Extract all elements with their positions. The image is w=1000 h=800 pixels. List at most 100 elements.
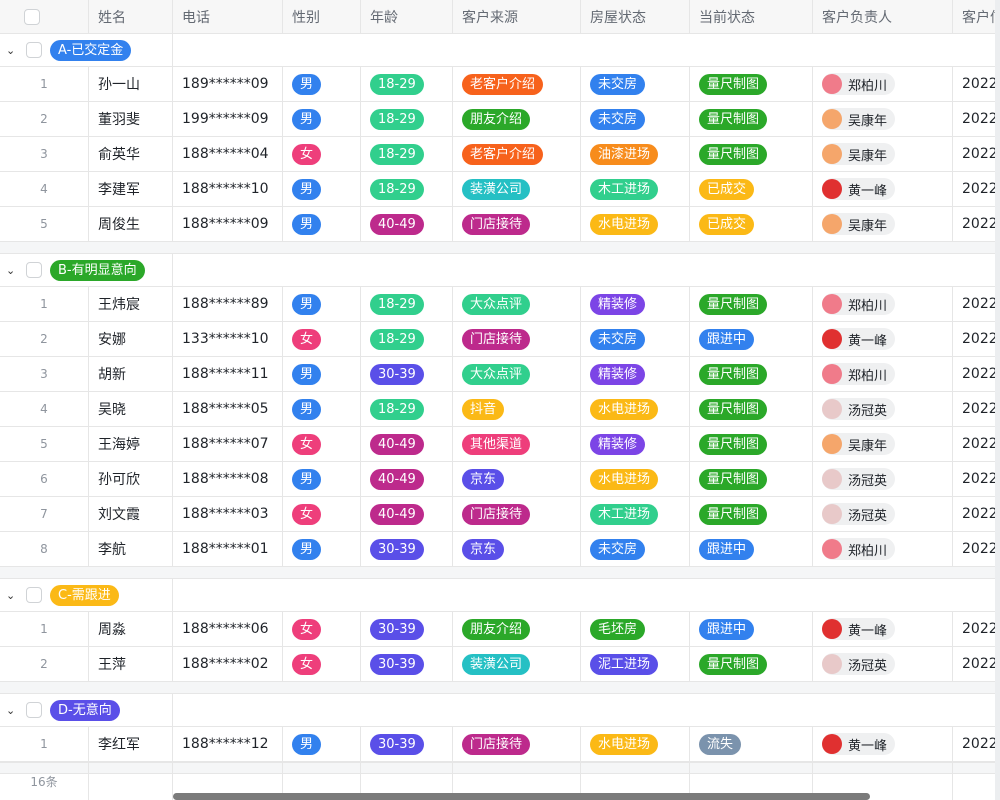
date-cell[interactable]: 2022 <box>962 181 998 197</box>
owner-chip[interactable]: 汤冠英 <box>822 398 896 420</box>
owner-chip[interactable]: 郑柏川 <box>822 293 896 315</box>
name-cell[interactable]: 孙可欣 <box>98 472 140 488</box>
vertical-scrollbar[interactable] <box>995 0 1000 800</box>
table-row[interactable]: 4 李建军 188******10 男 18-29 装潢公司 木工进场 已成交 黄一峰 2022 <box>0 172 1000 207</box>
col-header-phone[interactable]: 电话 <box>173 0 283 33</box>
name-cell[interactable]: 吴晓 <box>98 402 126 418</box>
name-cell[interactable]: 李建军 <box>98 182 140 198</box>
date-cell[interactable]: 2022 <box>962 656 998 672</box>
owner-chip[interactable]: 郑柏川 <box>822 73 896 95</box>
table-row[interactable]: 3 俞英华 188******04 女 18-29 老客户介绍 油漆进场 量尺制图 吴康年 202… <box>0 137 1000 172</box>
owner-chip[interactable]: 汤冠英 <box>822 468 896 490</box>
date-cell[interactable]: 2022 <box>962 111 998 127</box>
table-row[interactable]: 2 董羽斐 199******09 男 18-29 朋友介绍 未交房 量尺制图 吴康年 2022 <box>0 102 1000 137</box>
date-cell[interactable]: 2022 <box>962 436 998 452</box>
table-row[interactable]: 5 王海婷 188******07 女 40-49 其他渠道 精装修 量尺制图 吴康年 2022 <box>0 427 1000 462</box>
name-cell[interactable]: 胡新 <box>98 367 126 383</box>
phone-cell[interactable]: 188******01 <box>182 541 269 557</box>
name-cell[interactable]: 周淼 <box>98 622 126 638</box>
date-cell[interactable]: 2022 <box>962 736 998 752</box>
owner-chip[interactable]: 郑柏川 <box>822 363 896 385</box>
col-header-source[interactable]: 客户来源 <box>453 0 581 33</box>
col-header-gender[interactable]: 性别 <box>283 0 361 33</box>
horizontal-scrollbar[interactable] <box>173 793 870 800</box>
phone-cell[interactable]: 188******03 <box>182 506 269 522</box>
table-row[interactable]: 1 李红军 188******12 男 30-39 门店接待 水电进场 流失 黄一峰 2022 <box>0 727 1000 762</box>
phone-cell[interactable]: 188******89 <box>182 296 269 312</box>
col-header-name[interactable]: 姓名 <box>89 0 173 33</box>
chevron-down-icon[interactable]: ⌄ <box>6 43 16 57</box>
owner-chip[interactable]: 黄一峰 <box>822 328 896 350</box>
owner-chip[interactable]: 吴康年 <box>822 433 896 455</box>
group-checkbox[interactable] <box>26 262 42 278</box>
date-cell[interactable]: 2022 <box>962 541 998 557</box>
col-header-age[interactable]: 年龄 <box>361 0 453 33</box>
owner-chip[interactable]: 吴康年 <box>822 108 896 130</box>
owner-chip[interactable]: 黄一峰 <box>822 618 896 640</box>
chevron-down-icon[interactable]: ⌄ <box>6 703 16 717</box>
name-cell[interactable]: 李航 <box>98 542 126 558</box>
table-row[interactable]: 4 吴晓 188******05 男 18-29 抖音 水电进场 量尺制图 汤冠英 2022 <box>0 392 1000 427</box>
phone-cell[interactable]: 188******09 <box>182 216 269 232</box>
name-cell[interactable]: 王炜宸 <box>98 297 140 313</box>
name-cell[interactable]: 李红军 <box>98 737 140 753</box>
date-cell[interactable]: 2022 <box>962 146 998 162</box>
phone-cell[interactable]: 188******06 <box>182 621 269 637</box>
date-cell[interactable]: 2022 <box>962 296 998 312</box>
date-cell[interactable]: 2022 <box>962 216 998 232</box>
phone-cell[interactable]: 133******10 <box>182 331 269 347</box>
date-cell[interactable]: 2022 <box>962 506 998 522</box>
table-row[interactable]: 3 胡新 188******11 男 30-39 大众点评 精装修 量尺制图 郑柏川 2022 <box>0 357 1000 392</box>
name-cell[interactable]: 刘文霞 <box>98 507 140 523</box>
name-cell[interactable]: 孙一山 <box>98 77 140 93</box>
date-cell[interactable]: 2022 <box>962 331 998 347</box>
col-header-owner[interactable]: 客户负责人 <box>813 0 953 33</box>
phone-cell[interactable]: 188******12 <box>182 736 269 752</box>
date-cell[interactable]: 2022 <box>962 401 998 417</box>
date-cell[interactable]: 2022 <box>962 366 998 382</box>
table-row[interactable]: 7 刘文霞 188******03 女 40-49 门店接待 木工进场 量尺制图 汤冠英 2022 <box>0 497 1000 532</box>
owner-chip[interactable]: 郑柏川 <box>822 538 896 560</box>
select-all-checkbox[interactable] <box>24 8 40 25</box>
chevron-down-icon[interactable]: ⌄ <box>6 588 16 602</box>
phone-cell[interactable]: 188******11 <box>182 366 269 382</box>
owner-chip[interactable]: 吴康年 <box>822 143 896 165</box>
date-cell[interactable]: 2022 <box>962 621 998 637</box>
name-cell[interactable]: 王萍 <box>98 657 126 673</box>
table-row[interactable]: 2 安娜 133******10 女 18-29 门店接待 未交房 跟进中 黄一峰 2022 <box>0 322 1000 357</box>
phone-cell[interactable]: 188******07 <box>182 436 269 452</box>
owner-chip[interactable]: 汤冠英 <box>822 653 896 675</box>
table-row[interactable]: 2 王萍 188******02 女 30-39 装潢公司 泥工进场 量尺制图 汤冠英 2022 <box>0 647 1000 682</box>
owner-chip[interactable]: 吴康年 <box>822 213 896 235</box>
table-row[interactable]: 5 周俊生 188******09 男 40-49 门店接待 水电进场 已成交 吴康年 2022 <box>0 207 1000 242</box>
table-row[interactable]: 6 孙可欣 188******08 男 40-49 京东 水电进场 量尺制图 汤冠英 2022 <box>0 462 1000 497</box>
col-header-status[interactable]: 当前状态 <box>690 0 813 33</box>
table-row[interactable]: 1 孙一山 189******09 男 18-29 老客户介绍 未交房 量尺制图 郑柏川 2022 <box>0 67 1000 102</box>
col-header-extra[interactable]: 客户信 <box>962 9 1000 26</box>
group-checkbox[interactable] <box>26 702 42 718</box>
date-cell[interactable]: 2022 <box>962 76 998 92</box>
phone-cell[interactable]: 188******08 <box>182 471 269 487</box>
phone-cell[interactable]: 188******10 <box>182 181 269 197</box>
group-checkbox[interactable] <box>26 42 42 58</box>
phone-cell[interactable]: 188******05 <box>182 401 269 417</box>
name-cell[interactable]: 安娜 <box>98 332 126 348</box>
name-cell[interactable]: 董羽斐 <box>98 112 140 128</box>
chevron-down-icon[interactable]: ⌄ <box>6 263 16 277</box>
owner-chip[interactable]: 汤冠英 <box>822 503 896 525</box>
table-row[interactable]: 1 王炜宸 188******89 男 18-29 大众点评 精装修 量尺制图 郑柏川 2022 <box>0 287 1000 322</box>
owner-chip[interactable]: 黄一峰 <box>822 178 896 200</box>
col-header-house[interactable]: 房屋状态 <box>581 0 690 33</box>
phone-cell[interactable]: 189******09 <box>182 76 269 92</box>
name-cell[interactable]: 俞英华 <box>98 147 140 163</box>
phone-cell[interactable]: 188******02 <box>182 656 269 672</box>
phone-cell[interactable]: 188******04 <box>182 146 269 162</box>
phone-cell[interactable]: 199******09 <box>182 111 269 127</box>
table-row[interactable]: 8 李航 188******01 男 30-39 京东 未交房 跟进中 郑柏川 2022 <box>0 532 1000 567</box>
owner-chip[interactable]: 黄一峰 <box>822 733 896 755</box>
table-row[interactable]: 1 周淼 188******06 女 30-39 朋友介绍 毛坯房 跟进中 黄一峰 2022 <box>0 612 1000 647</box>
group-checkbox[interactable] <box>26 587 42 603</box>
date-cell[interactable]: 2022 <box>962 471 998 487</box>
name-cell[interactable]: 王海婷 <box>98 437 140 453</box>
name-cell[interactable]: 周俊生 <box>98 217 140 233</box>
